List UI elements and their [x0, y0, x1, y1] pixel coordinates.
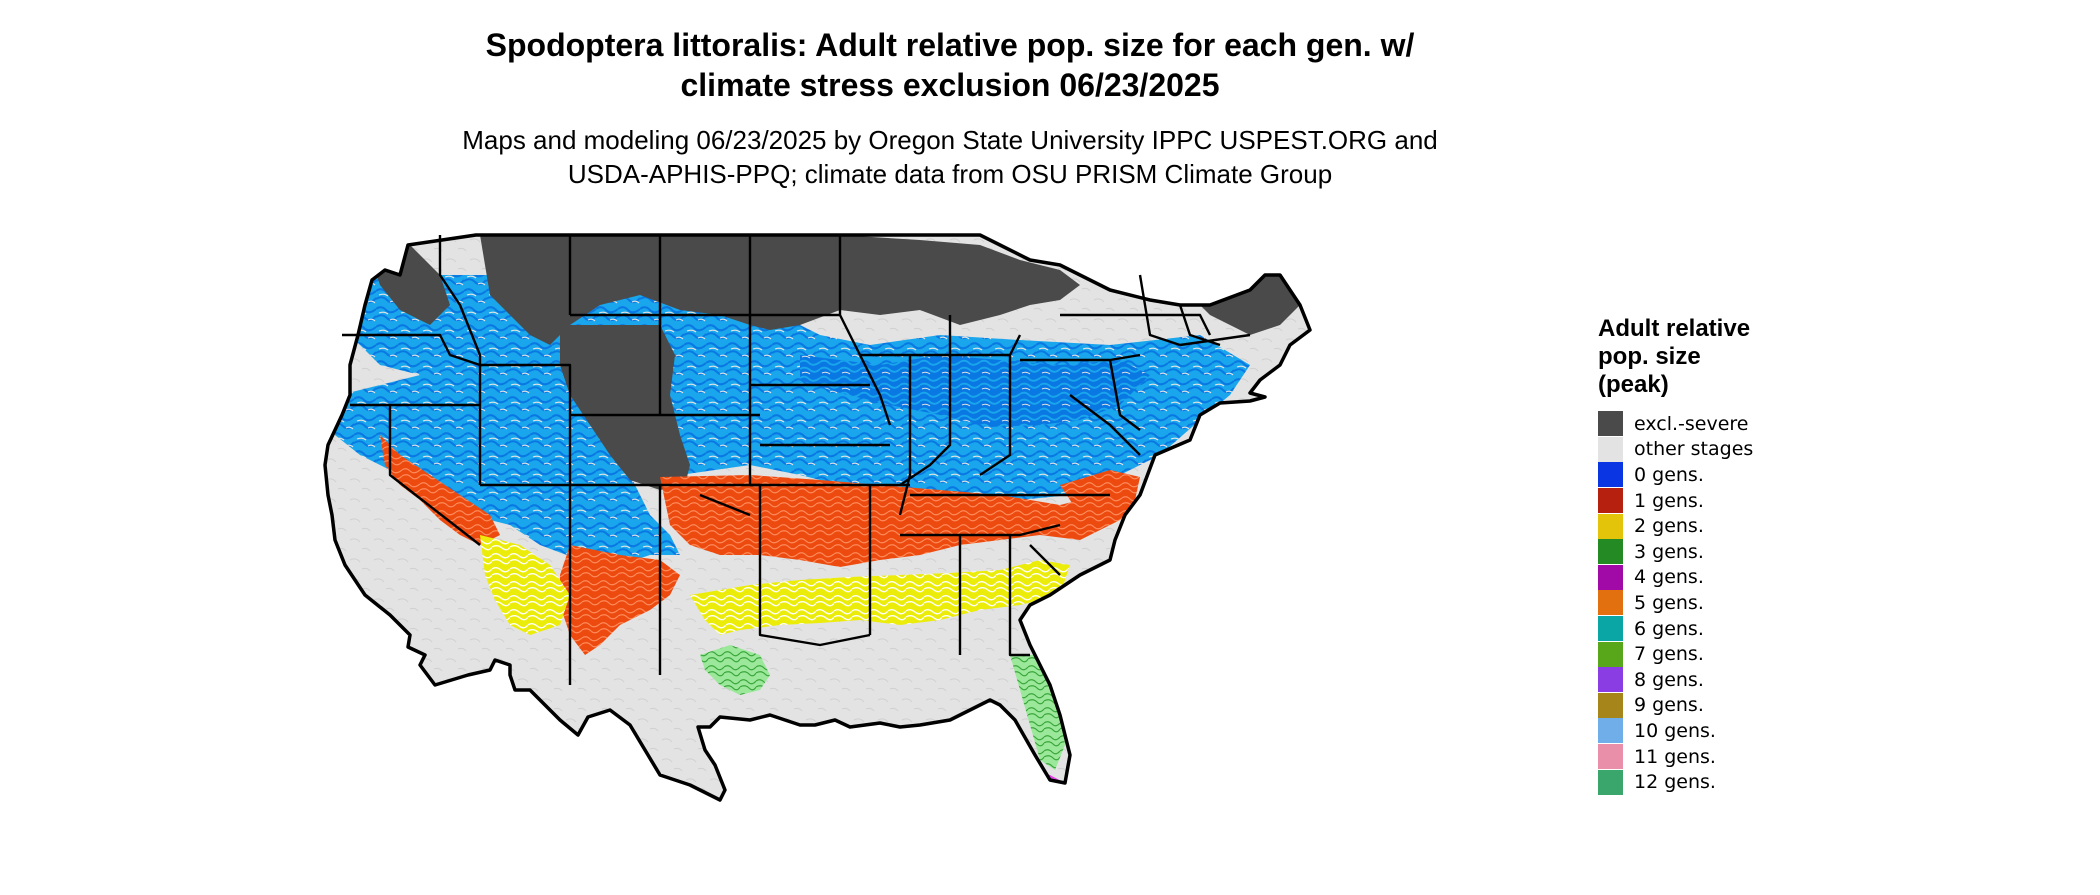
legend-swatch [1598, 514, 1623, 539]
legend-swatch [1598, 693, 1623, 718]
legend-label: 9 gens. [1634, 694, 1704, 716]
legend-label: 11 gens. [1634, 746, 1716, 768]
map-title: Spodoptera littoralis: Adult relative po… [0, 25, 1900, 105]
legend-item-4-gens: 4 gens. [1598, 565, 1858, 591]
legend-label: 4 gens. [1634, 566, 1704, 588]
legend-swatch [1598, 616, 1623, 641]
legend-item-5-gens: 5 gens. [1598, 590, 1858, 616]
legend-swatch [1598, 642, 1623, 667]
legend-item-8-gens: 8 gens. [1598, 667, 1858, 693]
legend-swatch [1598, 667, 1623, 692]
legend-swatch [1598, 437, 1623, 462]
legend-item-6-gens: 6 gens. [1598, 616, 1858, 642]
legend-swatch [1598, 411, 1623, 436]
legend-label: 10 gens. [1634, 720, 1716, 742]
legend-swatch [1598, 718, 1623, 743]
legend-label: 6 gens. [1634, 618, 1704, 640]
legend-swatch [1598, 565, 1623, 590]
legend: Adult relative pop. size (peak) excl.-se… [1598, 315, 1858, 795]
legend-item-11-gens: 11 gens. [1598, 744, 1858, 770]
legend-label: excl.-severe [1634, 413, 1749, 435]
map-fill-layer [320, 215, 1500, 895]
map-subtitle: Maps and modeling 06/23/2025 by Oregon S… [0, 123, 1900, 191]
legend-label: 1 gens. [1634, 490, 1704, 512]
map-subtitle-line2: USDA-APHIS-PPQ; climate data from OSU PR… [0, 157, 1900, 191]
legend-item-7-gens: 7 gens. [1598, 641, 1858, 667]
legend-item-0-gens: 0 gens. [1598, 462, 1858, 488]
legend-swatch [1598, 744, 1623, 769]
legend-item-1-gens: 1 gens. [1598, 488, 1858, 514]
legend-label: other stages [1634, 438, 1753, 460]
legend-swatch [1598, 539, 1623, 564]
legend-label: 0 gens. [1634, 464, 1704, 486]
legend-swatch [1598, 462, 1623, 487]
legend-label: 3 gens. [1634, 541, 1704, 563]
legend-label: 8 gens. [1634, 669, 1704, 691]
legend-label: 2 gens. [1634, 515, 1704, 537]
legend-title: Adult relative pop. size (peak) [1598, 315, 1858, 399]
legend-item-10-gens: 10 gens. [1598, 718, 1858, 744]
map-subtitle-line1: Maps and modeling 06/23/2025 by Oregon S… [0, 123, 1900, 157]
legend-item-other-stages: other stages [1598, 437, 1858, 463]
legend-label: 5 gens. [1634, 592, 1704, 614]
legend-item-2-gens: 2 gens. [1598, 513, 1858, 539]
us-map [320, 215, 1580, 895]
legend-swatch [1598, 590, 1623, 615]
legend-swatch [1598, 770, 1623, 795]
legend-label: 12 gens. [1634, 771, 1716, 793]
legend-item-3-gens: 3 gens. [1598, 539, 1858, 565]
legend-item-9-gens: 9 gens. [1598, 693, 1858, 719]
legend-item-excl-severe: excl.-severe [1598, 411, 1858, 437]
legend-label: 7 gens. [1634, 643, 1704, 665]
legend-swatch [1598, 488, 1623, 513]
legend-item-12-gens: 12 gens. [1598, 769, 1858, 795]
map-title-line1: Spodoptera littoralis: Adult relative po… [0, 25, 1900, 65]
map-title-line2: climate stress exclusion 06/23/2025 [0, 65, 1900, 105]
